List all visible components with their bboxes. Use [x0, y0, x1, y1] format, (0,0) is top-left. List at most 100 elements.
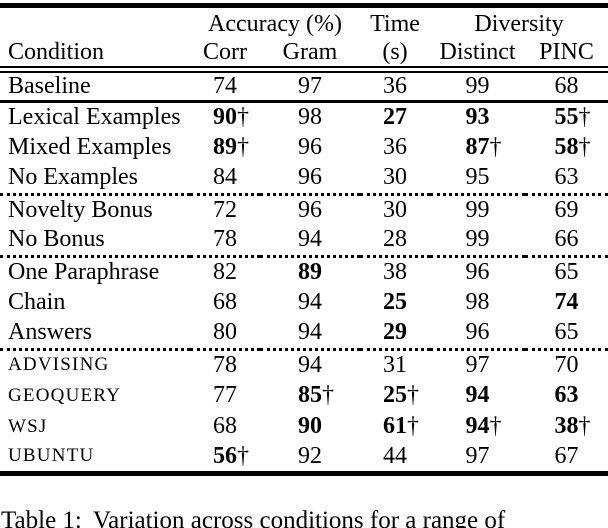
- cell-value: 89: [298, 258, 322, 285]
- cell-value: 69: [554, 196, 579, 223]
- gram-cell: 89: [260, 254, 361, 287]
- cell-value: 30: [383, 164, 408, 191]
- table-header: Accuracy (%) Time Diversity Condition Co…: [0, 6, 608, 73]
- condition-cell: Chain: [8, 289, 66, 315]
- cell-value: 25: [383, 289, 408, 315]
- cell-value: 94: [298, 319, 322, 346]
- cell-value: 74: [554, 289, 579, 315]
- cell-value: 65: [554, 319, 579, 346]
- gram-cell: 90: [260, 411, 360, 442]
- cell-value: 67: [554, 442, 579, 469]
- group-header-row: Accuracy (%) Time Diversity: [0, 6, 608, 39]
- gram-cell: 96: [260, 192, 361, 225]
- cell-value: 66: [554, 226, 579, 253]
- distinct-cell: 94: [430, 380, 525, 411]
- cell-value: 94: [465, 382, 490, 408]
- corr-cell: 56†: [213, 442, 249, 469]
- diversity-group-header: Diversity: [474, 11, 564, 38]
- caption-text: Variation across conditions for a range …: [92, 507, 506, 528]
- pinc-cell: 63: [525, 380, 608, 411]
- cell-value: 98: [465, 289, 490, 315]
- gram-cell: 96: [260, 132, 360, 163]
- cell-value: 56: [213, 442, 237, 469]
- pinc-cell: 74: [525, 287, 608, 318]
- cell-value: 94: [298, 351, 322, 378]
- cell-value: 96: [465, 258, 490, 285]
- gram-cell: 96: [260, 163, 360, 194]
- cell-value: 94: [298, 289, 322, 315]
- corr-cell: 77: [190, 380, 260, 411]
- distinct-cell: 99: [430, 69, 526, 103]
- cell-value: 96: [465, 319, 490, 346]
- corr-cell: 74: [190, 69, 260, 103]
- cell-value: 96: [298, 134, 322, 160]
- accuracy-group-header: Accuracy (%): [208, 11, 342, 38]
- time-cell: 29: [360, 318, 430, 349]
- pinc-cell: 69: [525, 192, 608, 225]
- time-cell: 31: [360, 347, 431, 380]
- distinct-cell: 97: [430, 442, 525, 473]
- cell-value: 68: [554, 72, 579, 99]
- condition-column-header: Condition: [0, 38, 190, 73]
- cell-value: 89: [213, 134, 237, 160]
- cell-value: 72: [213, 196, 237, 223]
- time-cell: 30: [360, 192, 431, 225]
- gram-cell: 94: [260, 225, 360, 256]
- pinc-cell: 38†: [554, 413, 591, 439]
- cell-value: 99: [465, 226, 490, 253]
- table-row-answers: Answers 80 94 29 96 65: [0, 318, 608, 349]
- cell-value: 99: [465, 72, 490, 99]
- condition-cell: No Examples: [8, 164, 138, 191]
- table-row-no-bonus: No Bonus 78 94 28 99 66: [0, 225, 608, 256]
- distinct-cell: 96: [430, 254, 526, 287]
- cell-value: 38: [383, 258, 408, 285]
- cell-value: 97: [465, 442, 490, 469]
- cell-value: 80: [213, 319, 237, 346]
- gram-column-header: Gram: [260, 38, 361, 73]
- cell-value: 92: [298, 442, 322, 469]
- pinc-cell: 70: [525, 347, 608, 380]
- cell-value: 74: [213, 72, 237, 99]
- table-row-one-paraphrase: One Paraphrase 82 89 38 96 65: [0, 254, 608, 287]
- condition-cell: GEOQUERY: [8, 384, 122, 406]
- distinct-column-header: Distinct: [430, 38, 526, 73]
- column-header-row: Condition Corr Gram (s) Distinct PINC: [0, 38, 608, 73]
- cell-value: 29: [383, 319, 408, 346]
- gram-cell: 94: [260, 318, 360, 349]
- pinc-cell: 68: [525, 69, 608, 103]
- time-cell: 27: [360, 101, 430, 132]
- corr-cell: 84: [190, 163, 260, 194]
- gram-cell: 85†: [298, 382, 334, 408]
- condition-cell: UBUNTU: [8, 445, 95, 467]
- cell-value: 31: [383, 351, 408, 378]
- pinc-cell: 58†: [554, 134, 591, 160]
- cell-value: 94: [298, 226, 322, 253]
- cell-value: 99: [465, 196, 490, 223]
- distinct-cell: 87†: [465, 134, 502, 160]
- pinc-cell: 65: [525, 254, 608, 287]
- time-cell: 36: [360, 132, 430, 163]
- time-cell: 38: [360, 254, 431, 287]
- time-group-header: Time: [370, 11, 420, 38]
- condition-cell: ADVISING: [0, 347, 190, 380]
- cell-value: 96: [298, 164, 322, 191]
- pinc-column-header: PINC: [525, 38, 608, 73]
- cell-value: 70: [554, 351, 579, 378]
- cell-value: 95: [465, 164, 490, 191]
- cell-value: 96: [298, 196, 322, 223]
- gram-cell: 97: [260, 69, 361, 103]
- pinc-cell: 67: [525, 442, 608, 473]
- pinc-cell: 66: [525, 225, 608, 256]
- distinct-cell: 93: [430, 101, 525, 132]
- table-row-advising: ADVISING 78 94 31 97 70: [0, 347, 608, 380]
- corr-cell: 89†: [213, 134, 249, 160]
- pinc-cell: 63: [525, 163, 608, 194]
- corr-cell: 68: [190, 411, 260, 442]
- caption-label: Table 1:: [1, 507, 82, 528]
- cell-value: 97: [465, 351, 490, 378]
- cell-value: 90: [298, 413, 322, 439]
- condition-cell: One Paraphrase: [0, 254, 190, 287]
- table-row-no-examples: No Examples 84 96 30 95 63: [0, 163, 608, 194]
- pinc-cell: 55†: [554, 103, 591, 130]
